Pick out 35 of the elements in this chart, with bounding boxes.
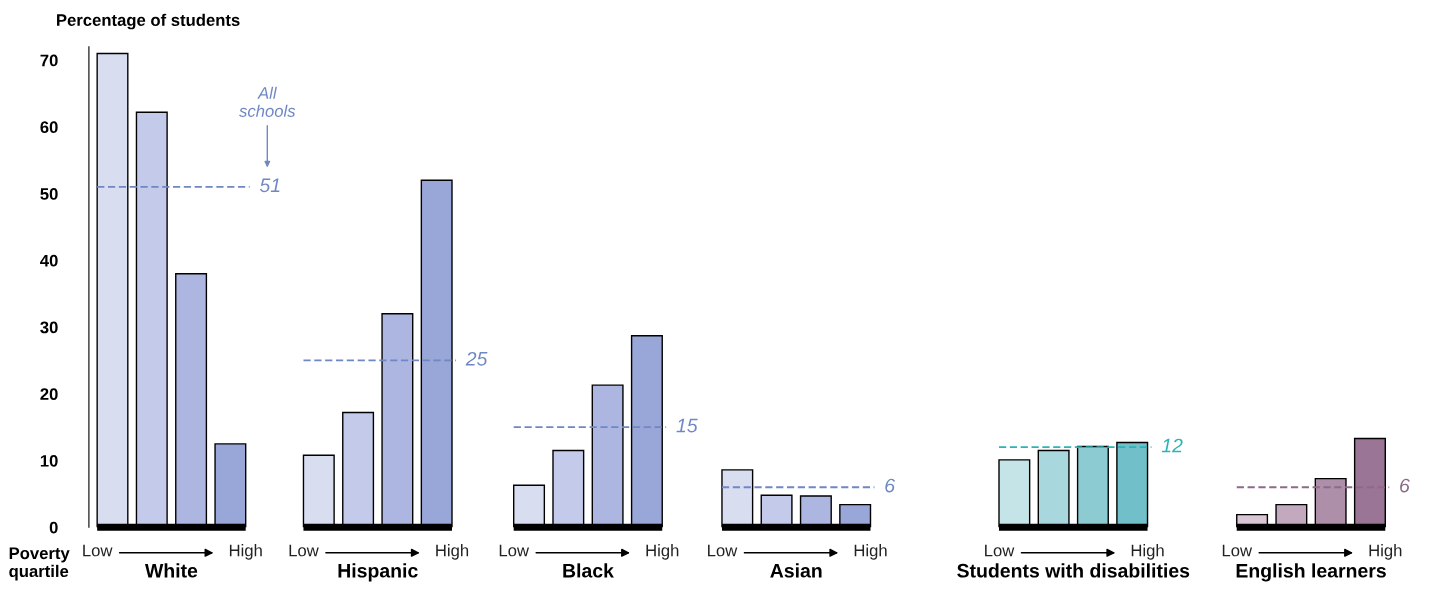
y-tick-label: 10 [40,454,58,467]
x-tick-label: Hispanic [338,563,418,582]
text: Poverty quartile [9,547,70,581]
y-axis-title: Percentage of students [57,13,240,30]
ref-line-label: 15 [676,418,698,433]
y-tick-label: 0 [49,521,58,534]
ref-line-label: 25 [465,351,488,366]
y-tick-label: 40 [40,254,58,267]
y-tick-label: 60 [40,121,58,134]
text: Low [985,544,1015,557]
y-tick-label: 50 [40,188,58,200]
text: Low [1222,544,1253,557]
text: High [1131,544,1164,560]
text: High [854,544,887,560]
text: High [436,544,469,560]
text: Low [499,544,530,557]
y-tick-label: 30 [40,321,58,334]
text: High [646,544,679,560]
x-tick-label: English learners [1236,563,1386,582]
text: High [229,544,262,560]
ref-line-label: 6 [885,478,896,493]
y-tick-label: 20 [40,388,58,401]
annotation: All schools [239,86,296,117]
ref-line-label: 6 [1400,478,1410,493]
ref-line-label: 12 [1161,438,1183,453]
ref-line-label: 51 [259,178,280,193]
text: Low [289,544,319,557]
text: Low [708,544,738,557]
y-tick-label: 70 [40,54,58,67]
text: High [1369,544,1402,560]
x-tick-label: Students with disabilities [957,563,1190,578]
x-tick-label: Asian [770,563,822,578]
x-tick-label: White [144,563,198,578]
x-tick-label: Black [563,563,614,578]
text: Low [83,544,113,557]
